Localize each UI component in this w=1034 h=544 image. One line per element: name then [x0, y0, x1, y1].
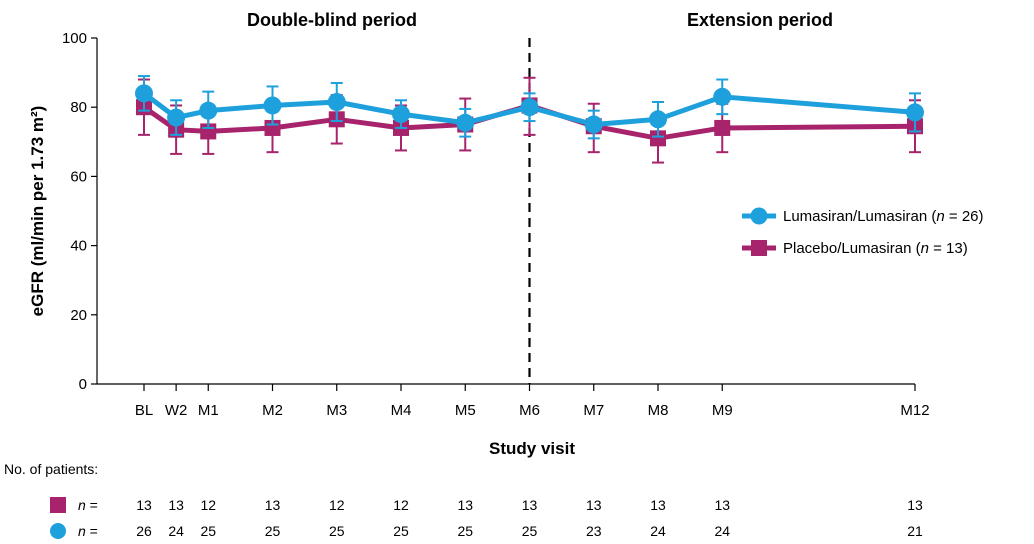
patient-count: 25 — [393, 523, 409, 539]
patients-row-label: n = — [78, 497, 98, 513]
patients-row-label: n = — [78, 523, 98, 539]
legend-label-main: Placebo/Lumasiran ( — [783, 240, 921, 257]
legend-label-tail: = 13) — [929, 240, 968, 257]
legend-swatch-square — [751, 240, 767, 256]
patient-count: 13 — [457, 497, 473, 513]
x-tick-label: M6 — [519, 402, 540, 419]
data-point-circle — [456, 113, 475, 132]
patients-row-lumasiran: n = 26 24 25 25 25 25 25 25 23 24 24 21 — [50, 523, 923, 539]
patients-row-placebo: n = 13 13 12 13 12 12 13 13 13 13 13 13 — [50, 497, 923, 513]
patient-count: 25 — [265, 523, 281, 539]
x-tick-label: M5 — [455, 402, 476, 419]
period-title-double-blind: Double-blind period — [247, 10, 417, 30]
data-point-circle — [906, 103, 924, 122]
x-tick-label: BL — [135, 402, 153, 419]
series-lumasiran — [135, 75, 924, 140]
patients-row-label-eq: = — [86, 523, 98, 539]
data-point-circle — [392, 105, 410, 124]
patient-count: 21 — [907, 523, 923, 539]
x-tick-label: M7 — [583, 402, 604, 419]
legend-swatch-circle — [750, 207, 768, 225]
legend-label: Lumasiran/Lumasiran (n = 26) — [783, 208, 984, 225]
patients-table-heading: No. of patients: — [4, 461, 98, 477]
y-tick-label: 0 — [79, 376, 87, 393]
x-tick-label: M2 — [262, 402, 283, 419]
patient-count: 13 — [650, 497, 666, 513]
data-point-circle — [327, 93, 346, 112]
legend-label-n: n — [936, 208, 944, 225]
patients-row-label-n: n — [78, 497, 86, 513]
patient-count: 25 — [522, 523, 538, 539]
patient-count: 24 — [168, 523, 184, 539]
y-axis-title: eGFR (ml/min per 1.73 m²) — [28, 106, 47, 317]
patient-count: 13 — [586, 497, 602, 513]
patient-count: 12 — [200, 497, 216, 513]
patient-count: 13 — [907, 497, 923, 513]
data-point-circle — [263, 96, 282, 115]
patient-count: 13 — [265, 497, 281, 513]
patient-count: 13 — [168, 497, 184, 513]
patient-count: 26 — [136, 523, 152, 539]
data-point-square — [714, 119, 731, 136]
x-tick-label: M9 — [712, 402, 733, 419]
patient-count: 24 — [650, 523, 666, 539]
legend-label-main: Lumasiran/Lumasiran ( — [783, 208, 936, 225]
patient-count: 24 — [714, 523, 730, 539]
patient-count: 25 — [457, 523, 473, 539]
patients-row-label-n: n — [78, 523, 86, 539]
patient-count: 25 — [329, 523, 345, 539]
x-tick-label: M8 — [648, 402, 669, 419]
legend-label: Placebo/Lumasiran (n = 13) — [783, 240, 968, 257]
legend-label-n: n — [921, 240, 929, 257]
period-title-extension: Extension period — [687, 10, 833, 30]
data-point-circle — [584, 115, 603, 134]
legend-item-placebo: Placebo/Lumasiran (n = 13) — [742, 240, 968, 257]
x-tick-label: M3 — [326, 402, 347, 419]
patient-count: 25 — [200, 523, 216, 539]
y-tick-label: 40 — [70, 238, 87, 255]
data-point-circle — [649, 110, 667, 129]
patient-count: 13 — [714, 497, 730, 513]
data-point-circle — [520, 98, 539, 117]
data-point-circle — [167, 108, 186, 127]
x-tick-label: W2 — [165, 402, 188, 419]
data-point-circle — [199, 101, 218, 120]
y-tick-label: 20 — [70, 307, 87, 324]
legend-item-lumasiran: Lumasiran/Lumasiran (n = 26) — [742, 207, 984, 225]
x-tick-label: M1 — [198, 402, 219, 419]
y-tick-label: 100 — [62, 30, 87, 47]
patients-row-label-eq: = — [86, 497, 98, 513]
x-tick-label: M12 — [900, 402, 929, 419]
patient-count: 23 — [586, 523, 602, 539]
data-point-circle — [713, 87, 732, 106]
patient-count: 13 — [522, 497, 538, 513]
x-tick-label: M4 — [391, 402, 412, 419]
y-tick-label: 80 — [70, 99, 87, 116]
patient-count: 12 — [329, 497, 345, 513]
data-point-circle — [135, 84, 153, 103]
x-axis-title: Study visit — [489, 439, 575, 458]
data-point-square — [650, 130, 666, 147]
patients-row-circle-icon — [50, 523, 66, 539]
y-tick-label: 60 — [70, 168, 87, 185]
patient-count: 12 — [393, 497, 409, 513]
patients-row-square-icon — [50, 497, 66, 513]
patient-count: 13 — [136, 497, 152, 513]
legend-label-tail: = 26) — [945, 208, 984, 225]
